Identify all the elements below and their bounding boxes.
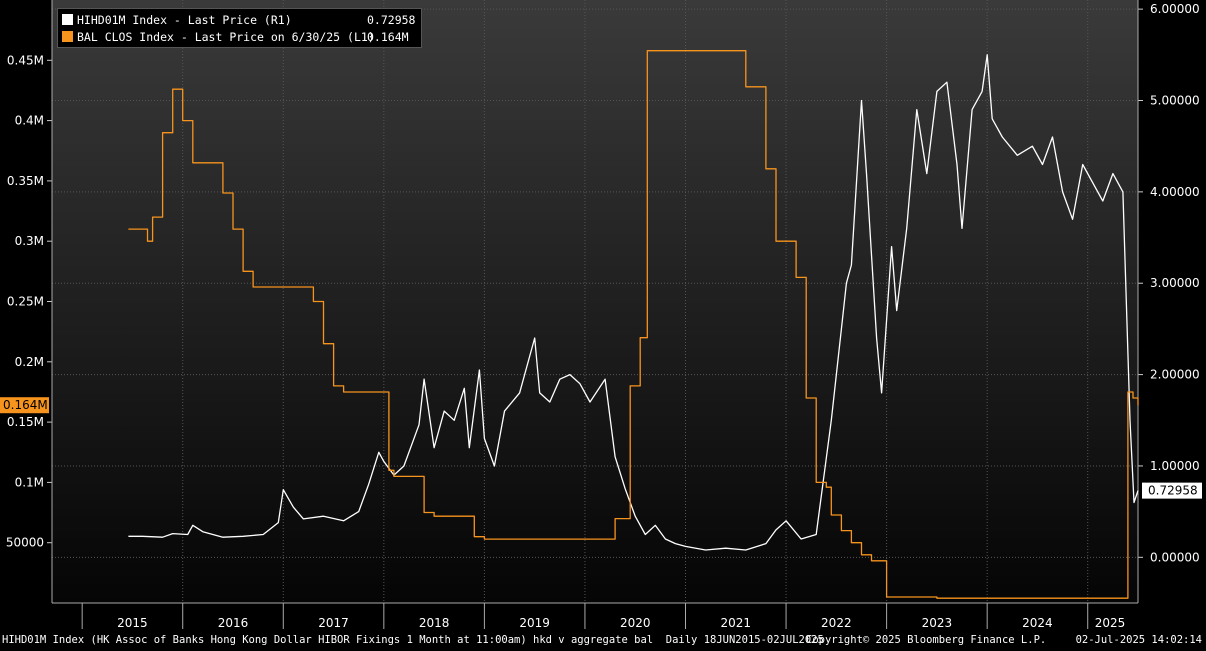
left-axis-tick-label: 0.15M xyxy=(7,415,44,429)
x-axis-tick-label: 2021 xyxy=(721,616,752,630)
plot-background xyxy=(52,0,1138,603)
left-last-value-label: 0.164M xyxy=(3,398,48,412)
x-axis-tick-label: 2022 xyxy=(821,616,852,630)
left-axis-tick-label: 0.45M xyxy=(7,53,44,67)
legend-swatch-balance xyxy=(62,31,73,42)
x-axis-tick-label: 2024 xyxy=(1022,616,1053,630)
right-axis-tick-label: 1.00000 xyxy=(1150,459,1200,473)
axes: 0.00000 1.00000 2.00000 3.00000 4.00000 5.000… xyxy=(6,0,1200,630)
legend: HIHD01M Index - Last Price (R1) 0.72958 … xyxy=(57,8,423,48)
left-axis-tick-label: 0.2M xyxy=(15,355,44,369)
x-axis-tick-label: 2017 xyxy=(318,616,349,630)
x-axis-tick-label: 2019 xyxy=(519,616,550,630)
left-axis-tick-label: 50000 xyxy=(6,536,44,550)
legend-item-balance: BAL CLOS Index - Last Price on 6/30/25 (… xyxy=(62,28,415,45)
right-axis-tick-label: 5.00000 xyxy=(1150,94,1200,108)
left-axis-tick-label: 0.3M xyxy=(15,234,44,248)
right-axis-tick-label: 2.00000 xyxy=(1150,368,1200,382)
legend-item-hibor: HIHD01M Index - Last Price (R1) 0.72958 xyxy=(62,11,415,28)
legend-label-hibor: HIHD01M Index - Last Price (R1) xyxy=(77,12,292,27)
x-axis-tick-label: 2015 xyxy=(117,616,148,630)
footer-description: HIHD01M Index (HK Assoc of Banks Hong Ko… xyxy=(2,634,824,646)
series-line-hibor xyxy=(128,54,1139,551)
left-axis-tick-label: 0.1M xyxy=(15,475,44,489)
x-axis-tick-label: 2020 xyxy=(620,616,651,630)
footer-copyright: Copyright© 2025 Bloomberg Finance L.P. xyxy=(806,634,1047,646)
left-axis-tick-label: 0.35M xyxy=(7,174,44,188)
left-last-value-tag xyxy=(0,397,49,414)
right-axis-tick-label: 6.00000 xyxy=(1150,2,1200,16)
right-last-value-label: 0.72958 xyxy=(1148,484,1198,498)
x-axis-tick-label: 2016 xyxy=(218,616,249,630)
right-axis-tick-label: 3.00000 xyxy=(1150,276,1200,290)
series-lines xyxy=(128,50,1139,599)
right-last-value-tag xyxy=(1142,482,1202,499)
right-axis-tick-label: 0.00000 xyxy=(1150,550,1200,564)
legend-swatch-hibor xyxy=(62,14,73,25)
value-tags: 0.72958 0.164M xyxy=(0,397,1202,499)
footer-timestamp: 02-Jul-2025 14:02:14 xyxy=(1075,634,1202,646)
legend-value-balance: 0.164M xyxy=(367,29,409,44)
legend-value-hibor: 0.72958 xyxy=(367,12,416,27)
x-axis-tick-label: 2025 xyxy=(1095,616,1126,630)
left-axis-tick-label: 0.4M xyxy=(15,114,44,128)
series-line-balance xyxy=(128,50,1139,599)
left-axis-tick-label: 0.25M xyxy=(7,295,44,309)
legend-label-balance: BAL CLOS Index - Last Price on 6/30/25 (… xyxy=(77,29,375,44)
right-axis-tick-label: 4.00000 xyxy=(1150,185,1200,199)
x-axis-tick-label: 2018 xyxy=(419,616,450,630)
x-axis-tick-label: 2023 xyxy=(922,616,953,630)
